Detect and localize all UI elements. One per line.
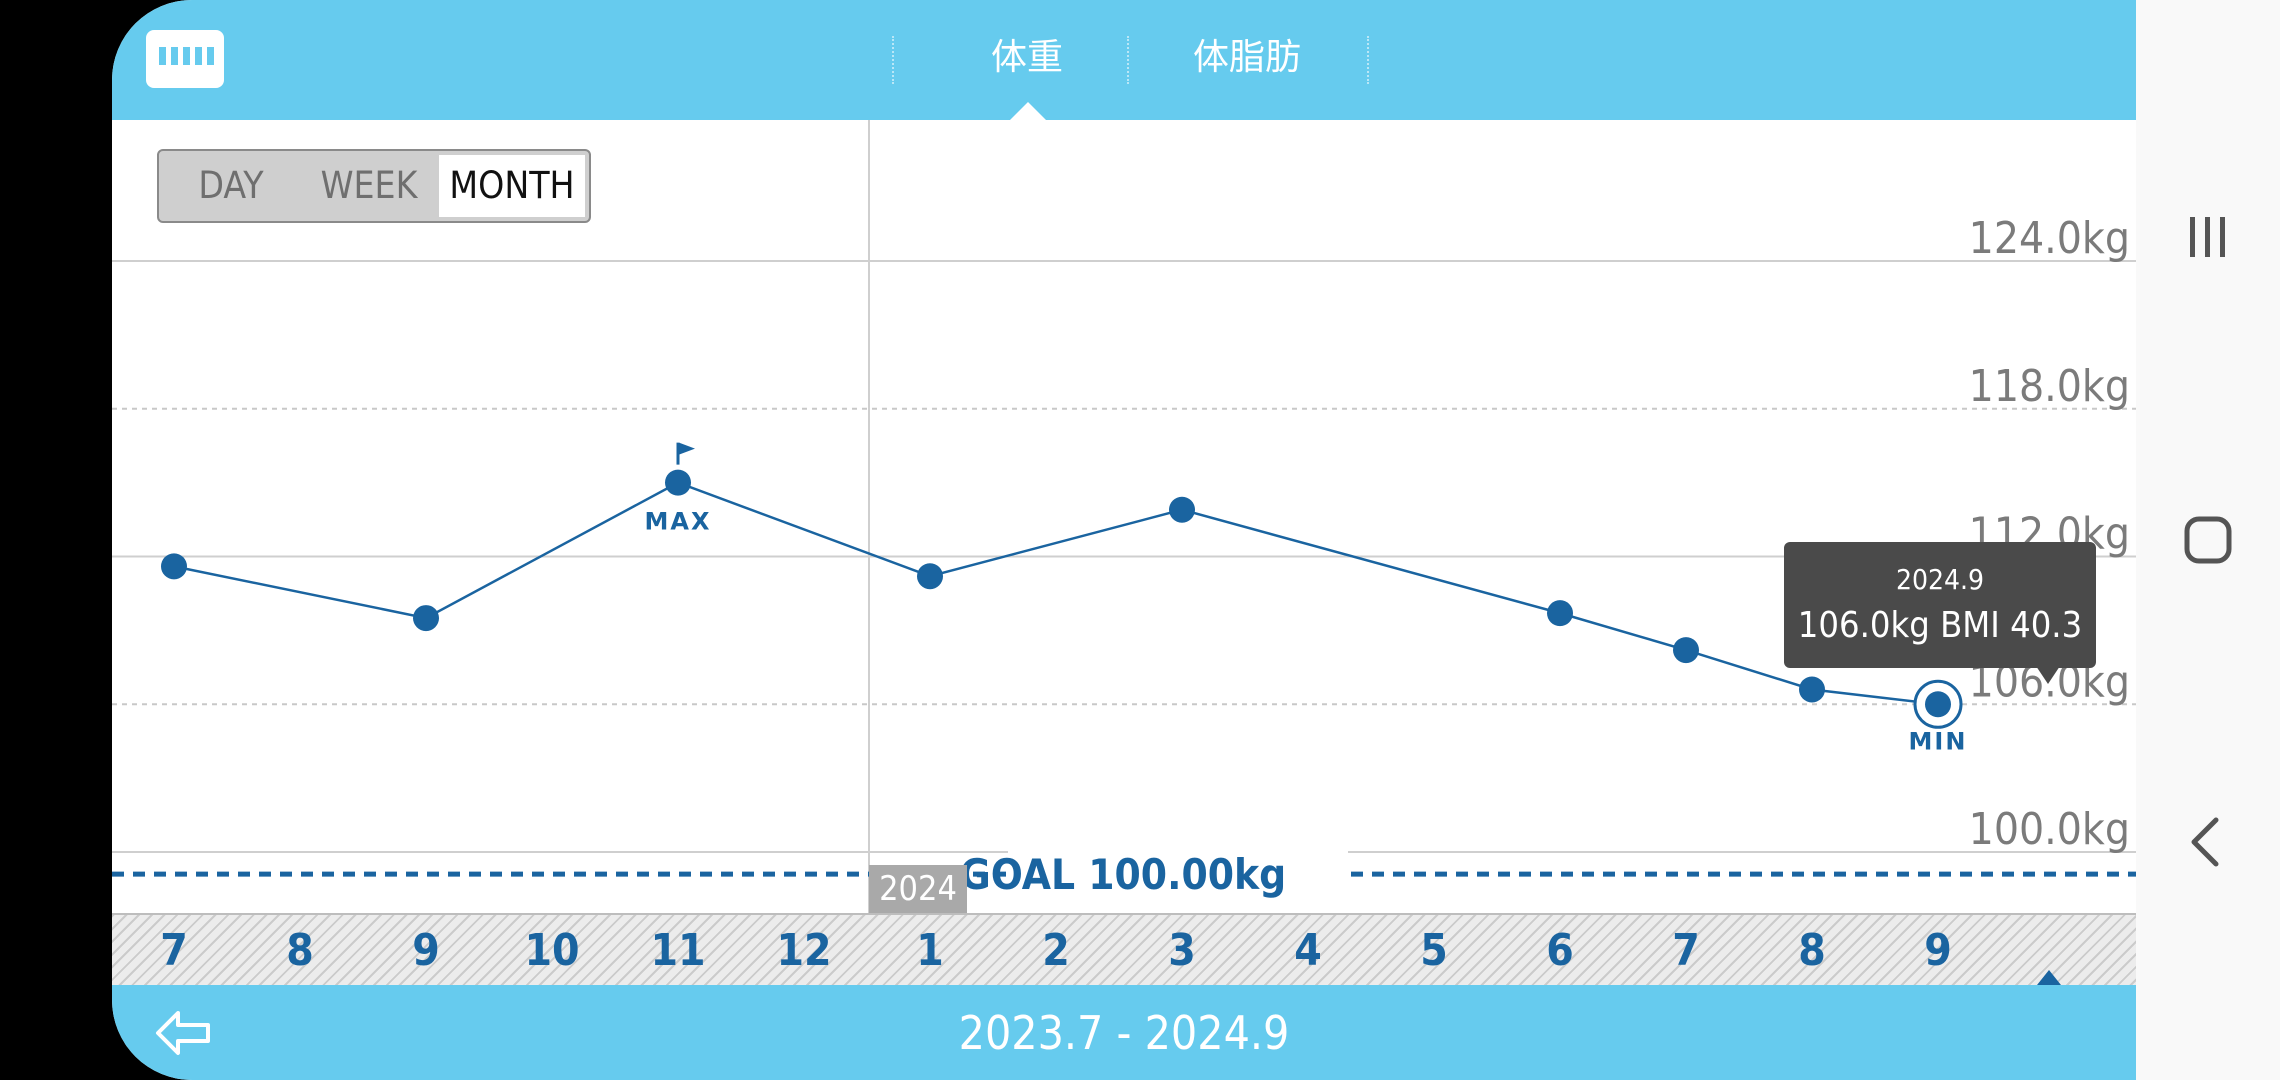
tab-weight[interactable]: 体重 [990,37,1063,78]
range-toggle: DAY WEEK MONTH [157,149,591,223]
x-tick-label: 2 [1042,925,1070,976]
home-icon[interactable] [2178,510,2238,570]
max-label: MAX [645,508,712,536]
range-day-button[interactable]: DAY [198,164,264,207]
x-tick-label: 11 [650,925,705,976]
tab-indicator [1010,102,1046,120]
range-month-button[interactable]: MONTH [439,155,585,217]
system-nav-bar [2136,0,2280,1080]
tooltip-date: 2024.9 [1895,563,1985,596]
recent-apps-icon[interactable] [2178,207,2238,267]
data-point [1169,496,1195,523]
back-icon[interactable] [2178,812,2238,872]
data-point [1799,676,1825,703]
x-tick-label: 1 [916,925,944,976]
range-week-button[interactable]: WEEK [320,164,418,207]
x-tick-label: 3 [1168,925,1196,976]
tooltip-arrow [2036,666,2060,684]
data-point [1547,600,1573,627]
bottom-bar: 2023.7 - 2024.9 [112,985,2136,1080]
x-tick-label: 12 [776,925,831,976]
goal-label: GOAL 100.00kg [960,850,1286,899]
data-point [917,563,943,590]
tab-body-fat[interactable]: 体脂肪 [1192,37,1301,78]
weight-graph-screen: 体重 体脂肪 124.0kg 118.0kg 112.0kg 106.0kg 100.0… [112,0,2136,1080]
x-tick-label: 5 [1420,925,1448,976]
selected-month-marker [2037,970,2061,985]
data-point [413,605,439,632]
back-arrow-icon[interactable] [152,1005,216,1061]
goal-label-bg [1008,848,1348,901]
data-point [665,469,691,496]
x-tick-label: 9 [412,925,440,976]
value-tooltip: 2024.9 106.0kg BMI 40.3 [1784,542,2096,668]
y-tick-label: 124.0kg [1969,213,2130,264]
x-tick-label: 10 [524,925,579,976]
top-bar: 体重 体脂肪 [112,0,2136,120]
x-tick-label: 6 [1546,925,1574,976]
max-flag-icon [679,442,695,455]
x-tick-label: 9 [1924,925,1952,976]
scale-app-icon[interactable] [146,30,224,88]
data-point [1925,691,1951,718]
year-badge: 2024 [869,865,967,913]
y-tick-label: 118.0kg [1969,361,2130,412]
data-point [1673,637,1699,664]
data-point [161,553,187,580]
x-tick-label: 8 [286,925,314,976]
weight-series-line [173,481,1939,706]
x-tick-label: 8 [1798,925,1826,976]
x-tick-label: 7 [160,925,188,976]
date-range-label: 2023.7 - 2024.9 [958,1006,1290,1060]
min-label: MIN [1909,727,1968,755]
tooltip-value: 106.0kg BMI 40.3 [1797,605,2083,646]
x-tick-label: 4 [1294,925,1322,976]
x-axis-strip[interactable]: 7 8 9 10 11 12 1 2 3 4 5 6 7 8 9 [112,913,2136,987]
y-tick-label: 100.0kg [1969,804,2130,855]
x-tick-label: 7 [1672,925,1700,976]
